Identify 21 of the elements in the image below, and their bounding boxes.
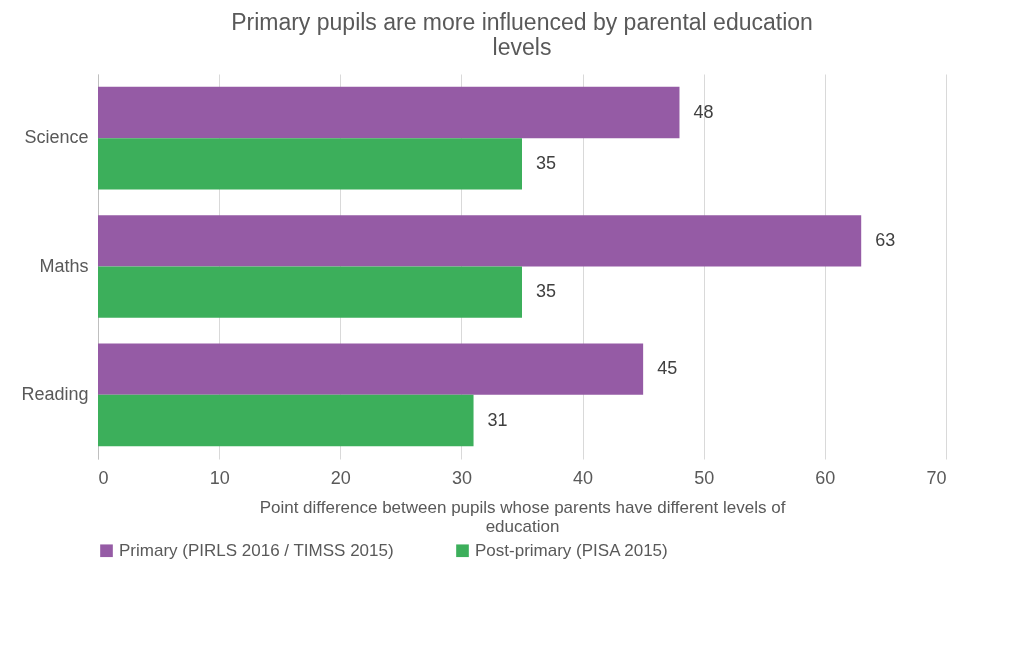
y-tick-label: Maths: [39, 255, 89, 276]
legend-label: Primary (PIRLS 2016 / TIMSS 2015): [119, 540, 394, 560]
y-tick-label: Science: [24, 127, 89, 148]
x-tick-label: 50: [694, 467, 715, 488]
y-tick-label: Reading: [21, 383, 89, 404]
data-label: 35: [536, 281, 557, 302]
x-tick-label: 40: [573, 467, 594, 488]
x-tick-label: 70: [926, 467, 947, 488]
x-tick-label: 20: [330, 467, 351, 488]
data-label: 35: [536, 152, 557, 173]
data-label: 45: [657, 358, 678, 379]
x-axis-title: Point difference between pupils whose parents have different levels of education: [259, 497, 786, 536]
data-label: 31: [487, 409, 508, 430]
data-label: 48: [693, 101, 714, 122]
x-tick-label: 10: [209, 467, 230, 488]
x-tick-label: 0: [98, 467, 109, 488]
legend-label: Post-primary (PISA 2015): [475, 540, 668, 560]
data-label: 63: [875, 229, 896, 250]
chart-title: Primary pupils are more influenced by parental education levels: [231, 9, 813, 60]
x-tick-label: 30: [451, 467, 472, 488]
x-tick-label: 60: [815, 467, 836, 488]
